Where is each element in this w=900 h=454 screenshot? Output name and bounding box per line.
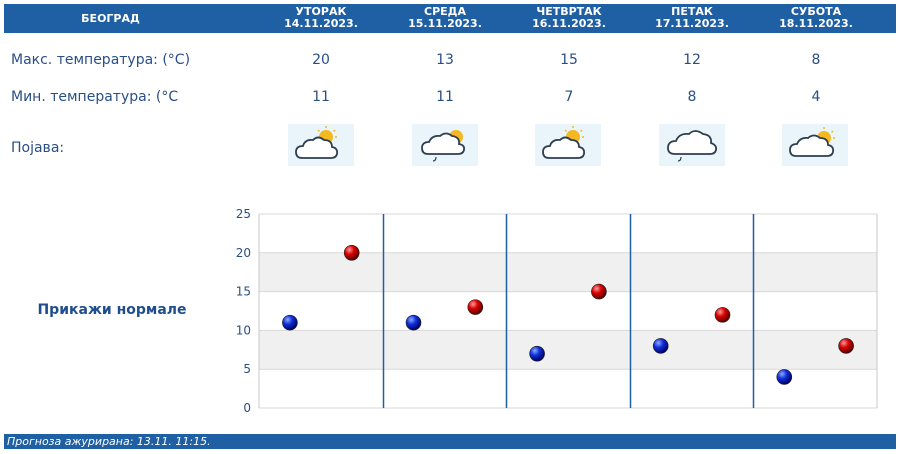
- day-date: 15.11.2023.: [408, 17, 482, 30]
- y-tick-label: 0: [243, 401, 251, 415]
- partly-cloudy-sun-icon: [288, 124, 354, 166]
- min-temp-point: [529, 345, 545, 362]
- max-temp-value: 13: [436, 52, 454, 68]
- temperature-chart: 0 5 10 15 20 25: [236, 207, 878, 415]
- min-temp-label: Мин. температура: (°C: [11, 89, 179, 105]
- max-temp-value: 20: [312, 52, 330, 68]
- y-tick-label: 25: [236, 207, 251, 221]
- max-temp-value: 12: [683, 52, 701, 68]
- day-name: СРЕДА: [424, 5, 466, 18]
- day-date: 16.11.2023.: [532, 17, 606, 30]
- min-temp-value: 4: [811, 89, 821, 105]
- max-temp-point: [343, 245, 360, 261]
- y-tick-label: 15: [236, 285, 251, 299]
- min-temp-point: [776, 369, 793, 385]
- min-temp-point: [405, 314, 422, 331]
- phenomenon-label: Појава:: [11, 140, 65, 156]
- day-header-5: СУБОТА 18.11.2023.: [756, 6, 876, 30]
- max-temp-point: [714, 307, 731, 323]
- show-normals-link[interactable]: Прикажи нормале: [37, 302, 187, 318]
- min-temp-point: [282, 314, 298, 331]
- min-temp-value: 7: [564, 89, 574, 105]
- partly-cloudy-sun-icon: [782, 124, 848, 166]
- day-date: 18.11.2023.: [779, 17, 853, 30]
- cloud-drizzle-icon: [659, 124, 725, 166]
- cloud-sun-drizzle-icon: [412, 124, 478, 166]
- partly-cloudy-sun-icon: [535, 124, 601, 166]
- max-temp-point: [838, 338, 854, 354]
- day-name: УТОРАК: [295, 5, 347, 18]
- y-tick-label: 10: [236, 323, 251, 337]
- day-name: ПЕТАК: [671, 5, 713, 18]
- y-tick-label: 5: [243, 362, 251, 376]
- day-header-4: ПЕТАК 17.11.2023.: [632, 6, 752, 30]
- y-tick-label: 20: [236, 246, 251, 260]
- day-date: 14.11.2023.: [284, 17, 358, 30]
- max-temp-point: [591, 283, 607, 300]
- day-name: ЧЕТВРТАК: [536, 5, 602, 18]
- plot-band: [259, 291, 877, 331]
- plot-band: [259, 330, 877, 370]
- day-header-3: ЧЕТВРТАК 16.11.2023.: [509, 6, 629, 30]
- min-temp-value: 8: [687, 89, 697, 105]
- max-temp-value: 15: [560, 52, 578, 68]
- day-name: СУБОТА: [790, 5, 842, 18]
- day-header-2: СРЕДА 15.11.2023.: [385, 6, 505, 30]
- min-temp-value: 11: [436, 89, 454, 105]
- max-temp-point: [467, 299, 484, 315]
- plot-band: [259, 214, 877, 253]
- plot-band: [259, 252, 877, 292]
- day-header-1: УТОРАК 14.11.2023.: [261, 6, 381, 30]
- city-name: БЕОГРАД: [81, 12, 140, 25]
- forecast-header: БЕОГРАД УТОРАК 14.11.2023. СРЕДА 15.11.2…: [4, 4, 896, 33]
- min-temp-point: [652, 338, 669, 354]
- forecast-updated-footer: Прогноза ажурирана: 13.11. 11:15.: [4, 434, 896, 449]
- plot-band: [259, 369, 877, 408]
- max-temp-label: Макс. температура: (°C): [11, 52, 191, 68]
- min-temp-value: 11: [312, 89, 330, 105]
- max-temp-value: 8: [811, 52, 821, 68]
- day-date: 17.11.2023.: [655, 17, 729, 30]
